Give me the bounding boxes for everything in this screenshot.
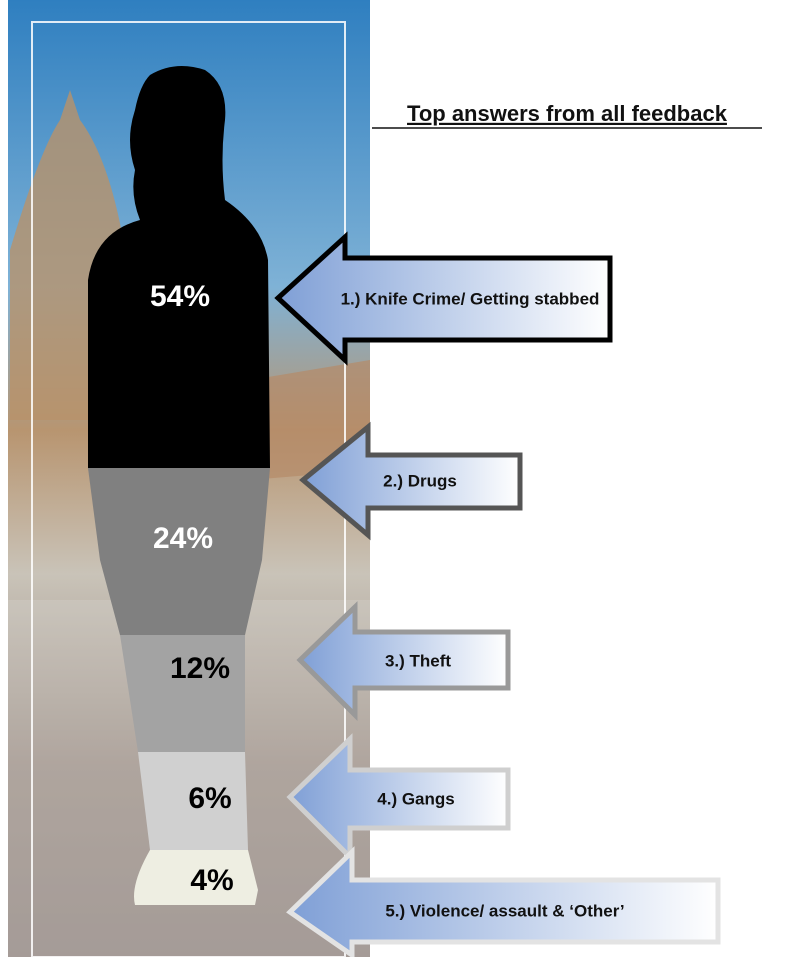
percent-label: 4% bbox=[190, 864, 233, 897]
arrow bbox=[296, 601, 511, 722]
arrow-label: 3.) Theft bbox=[385, 651, 451, 670]
arrow bbox=[274, 231, 613, 366]
title: Top answers from all feedback bbox=[407, 101, 728, 126]
silhouette-segment bbox=[134, 850, 258, 905]
silhouette-segment bbox=[88, 66, 270, 468]
silhouette-segment bbox=[138, 752, 248, 850]
arrow-label: 4.) Gangs bbox=[377, 789, 454, 808]
arrow-label: 5.) Violence/ assault & ‘Other’ bbox=[385, 901, 624, 920]
percent-label: 6% bbox=[188, 782, 231, 815]
arrow-label: 1.) Knife Crime/ Getting stabbed bbox=[341, 289, 600, 308]
percent-label: 24% bbox=[153, 522, 213, 555]
arrow bbox=[299, 421, 523, 541]
percent-label: 12% bbox=[170, 652, 230, 685]
silhouette-segment bbox=[120, 635, 245, 752]
arrow-label: 2.) Drugs bbox=[383, 471, 457, 490]
percent-label: 54% bbox=[150, 280, 210, 313]
arrow bbox=[286, 846, 721, 957]
silhouette-segment bbox=[88, 468, 270, 635]
